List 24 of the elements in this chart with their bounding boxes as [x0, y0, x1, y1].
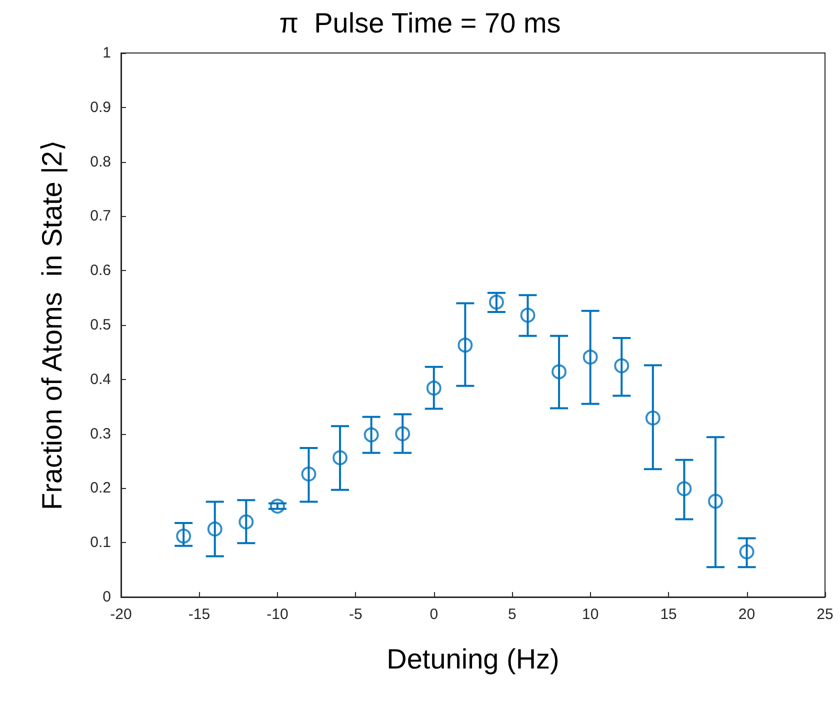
x-tick-label: -10 [266, 606, 288, 623]
x-tick-label: -15 [188, 606, 210, 623]
y-tick-label: 0.4 [90, 370, 111, 388]
x-axis-title: Detuning (Hz) [386, 644, 560, 674]
y-tick-label: 1 [102, 44, 111, 62]
y-tick-label: 0.5 [90, 316, 111, 334]
y-tick-label: 0 [102, 588, 111, 606]
x-tick-label: 0 [430, 606, 438, 623]
chart-title: π Pulse Time = 70 ms [279, 8, 561, 38]
y-tick-label: 0.3 [90, 425, 111, 442]
y-tick-label: 0.8 [90, 153, 111, 170]
y-axis-title: Fraction of Atoms in State |2⟩ [36, 140, 68, 510]
x-tick-label: 5 [508, 606, 516, 623]
x-tick-label: 20 [738, 606, 756, 623]
x-tick-label: 10 [582, 606, 599, 623]
x-tick-label: -5 [348, 606, 362, 623]
x-tick-label: -20 [110, 606, 132, 623]
x-tick-label: 25 [816, 606, 834, 623]
x-tick-label: 15 [660, 606, 677, 623]
y-tick-label: 0.9 [90, 98, 111, 116]
y-tick-label: 0.6 [90, 262, 111, 280]
y-tick-label: 0.7 [90, 208, 111, 225]
y-tick-label: 0.2 [90, 480, 111, 497]
y-tick-label: 0.1 [90, 534, 111, 552]
